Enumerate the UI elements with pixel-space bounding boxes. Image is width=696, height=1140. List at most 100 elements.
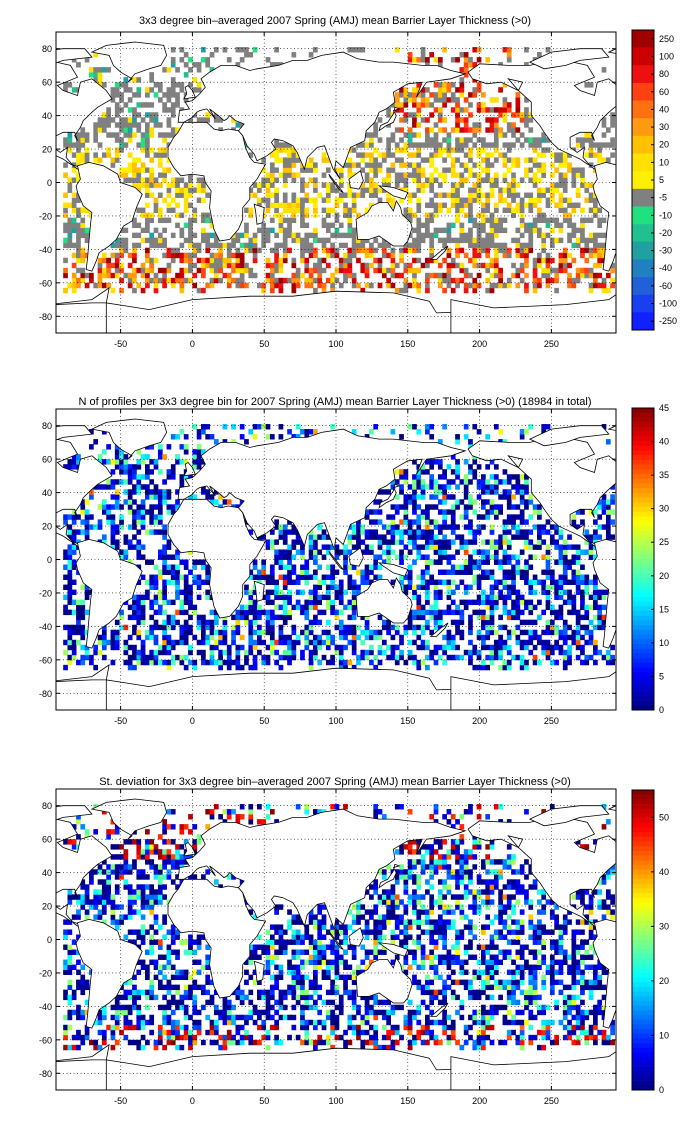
- data-cell: [562, 247, 568, 254]
- data-cell: [244, 654, 249, 661]
- data-cell: [179, 267, 185, 274]
- colorbar-swatch: [632, 672, 654, 678]
- data-cell: [450, 162, 456, 168]
- data-cell: [541, 539, 547, 545]
- data-cell: [97, 1014, 103, 1021]
- data-cell: [201, 424, 206, 430]
- data-cell: [455, 112, 460, 118]
- data-cell: [416, 267, 422, 274]
- data-cell: [407, 649, 413, 656]
- data-cell: [403, 519, 409, 525]
- data-cell: [196, 444, 202, 450]
- data-cell: [153, 654, 159, 661]
- data-cell: [425, 544, 430, 550]
- data-cell: [170, 564, 176, 570]
- data-cell: [588, 197, 594, 203]
- data-cell: [381, 649, 387, 656]
- data-cell: [390, 162, 396, 168]
- data-cell: [450, 654, 456, 661]
- data-cell: [442, 92, 447, 98]
- data-cell: [545, 187, 551, 193]
- data-cell: [84, 282, 90, 289]
- data-cell: [257, 624, 262, 631]
- data-cell: [114, 107, 120, 113]
- data-cell: [351, 564, 357, 570]
- data-cell: [554, 659, 559, 666]
- data-cell: [351, 282, 357, 289]
- data-cell: [80, 504, 86, 510]
- colorbar-swatch: [632, 135, 654, 154]
- data-cell: [76, 247, 81, 254]
- data-cell: [97, 914, 103, 920]
- data-cell: [493, 207, 499, 213]
- data-cell: [67, 217, 73, 224]
- data-cell: [321, 534, 327, 540]
- data-cell: [145, 454, 150, 460]
- data-cell: [213, 277, 219, 284]
- data-cell: [136, 449, 142, 455]
- data-cell: [519, 529, 525, 535]
- data-cell: [575, 629, 581, 636]
- data-cell: [575, 272, 581, 279]
- data-cell: [399, 504, 404, 510]
- data-cell: [166, 509, 172, 515]
- data-cell: [97, 122, 103, 128]
- colorbar-swatch: [632, 188, 654, 207]
- data-cell: [524, 489, 529, 495]
- data-cell: [282, 554, 288, 560]
- data-cell: [381, 182, 387, 188]
- data-cell: [114, 999, 120, 1006]
- data-cell: [429, 629, 435, 636]
- data-cell: [76, 604, 81, 611]
- data-cell: [257, 227, 262, 234]
- data-cell: [433, 584, 439, 590]
- data-cell: [71, 57, 77, 63]
- data-cell: [472, 644, 478, 651]
- data-cell: [132, 122, 137, 128]
- data-cell: [515, 97, 521, 103]
- data-cell: [308, 549, 314, 555]
- data-cell: [330, 569, 335, 575]
- data-cell: [308, 624, 314, 631]
- data-cell: [532, 574, 538, 580]
- data-cell: [485, 157, 491, 163]
- data-cell: [412, 272, 417, 279]
- data-cell: [106, 504, 111, 510]
- data-cell: [162, 92, 167, 98]
- data-cell: [67, 232, 73, 239]
- data-cell: [334, 252, 340, 259]
- data-cell: [442, 172, 447, 178]
- data-cell: [201, 614, 206, 621]
- data-cell: [192, 449, 198, 455]
- data-cell: [481, 247, 486, 254]
- data-cell: [571, 519, 577, 525]
- data-cell: [575, 142, 581, 148]
- data-cell: [575, 584, 581, 590]
- data-cell: [399, 137, 404, 143]
- colorbar-label: -10: [659, 210, 672, 220]
- data-cell: [489, 609, 495, 616]
- data-cell: [63, 207, 68, 213]
- data-cell: [601, 424, 607, 430]
- data-cell: [330, 599, 335, 606]
- data-cell: [593, 212, 598, 219]
- data-cell: [114, 87, 120, 93]
- data-cell: [575, 624, 581, 631]
- data-cell: [412, 659, 417, 666]
- data-cell: [71, 1009, 77, 1016]
- data-cell: [562, 267, 568, 274]
- data-cell: [291, 217, 297, 224]
- data-cell: [213, 262, 219, 269]
- data-cell: [347, 232, 353, 239]
- data-cell: [274, 62, 279, 68]
- data-cell: [110, 1044, 116, 1051]
- data-cell: [140, 599, 146, 606]
- data-cell: [442, 242, 447, 249]
- data-cell: [506, 594, 512, 601]
- data-cell: [343, 664, 348, 671]
- data-cell: [519, 499, 525, 505]
- data-cell: [403, 147, 409, 153]
- data-cell: [541, 187, 547, 193]
- data-cell: [506, 474, 512, 480]
- data-cell: [459, 629, 465, 636]
